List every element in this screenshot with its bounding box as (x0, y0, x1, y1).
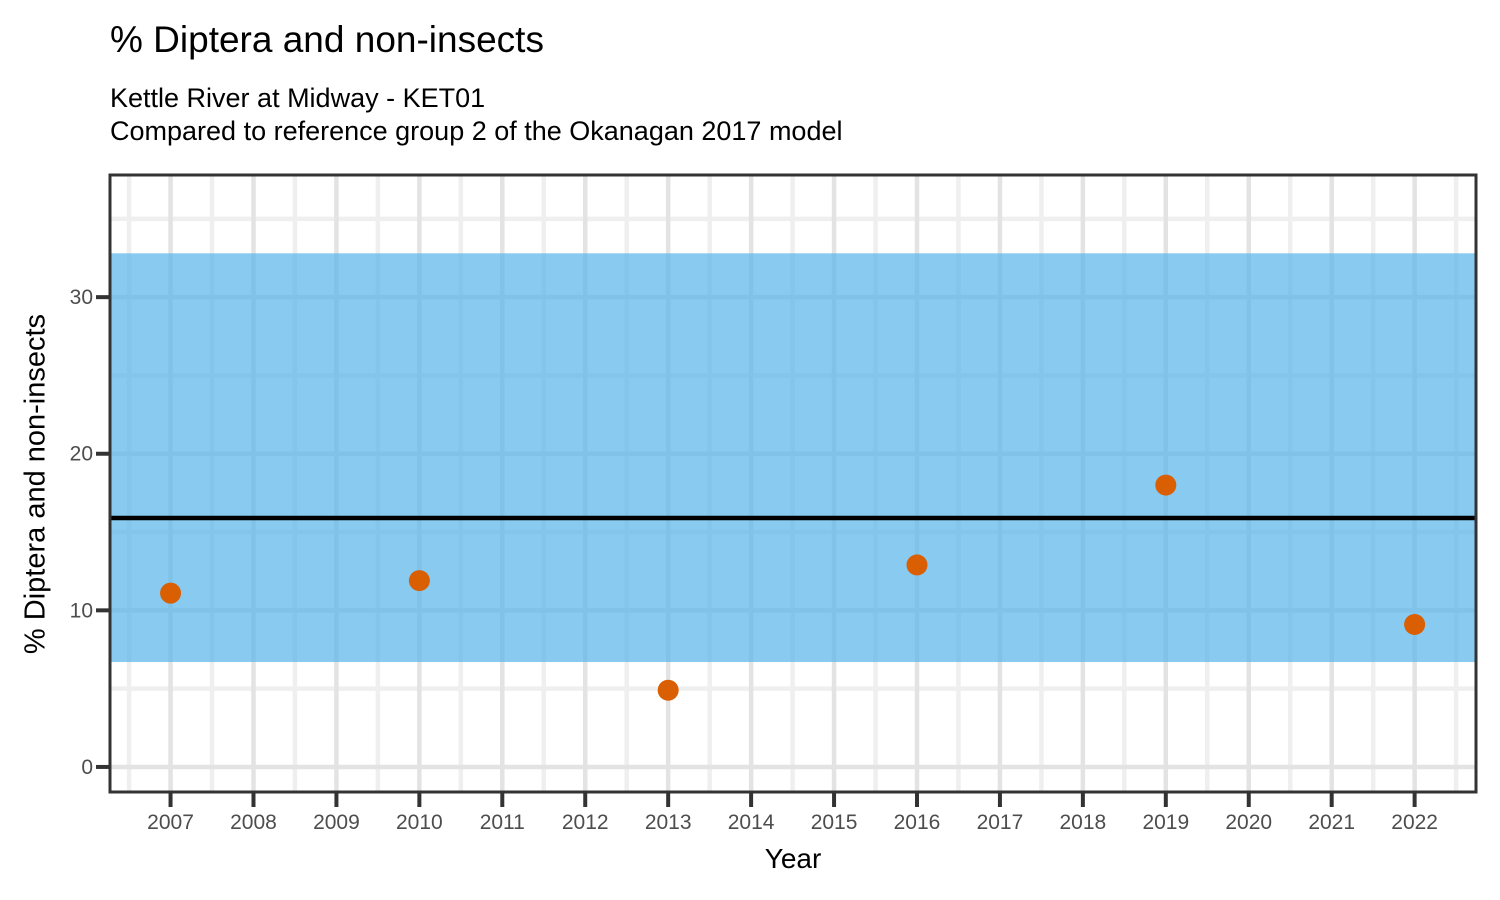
x-tick-label-2007: 2007 (147, 811, 194, 834)
x-tick-label-2021: 2021 (1308, 811, 1355, 834)
x-tick-label-2022: 2022 (1391, 811, 1438, 834)
x-tick-label-2014: 2014 (728, 811, 775, 834)
y-tick-label-30: 30 (70, 286, 93, 309)
y-tick-label-10: 10 (70, 599, 93, 622)
panel-border (108, 173, 1478, 794)
data-point-2007 (160, 582, 182, 604)
x-tick-label-2008: 2008 (230, 811, 277, 834)
x-tick-label-2018: 2018 (1060, 811, 1107, 834)
reference-band (110, 253, 1476, 663)
x-tick-label-2012: 2012 (562, 811, 609, 834)
x-tick-label-2019: 2019 (1142, 811, 1189, 834)
x-tick-label-2020: 2020 (1225, 811, 1272, 834)
x-tick-label-2009: 2009 (313, 811, 360, 834)
y-tick-label-20: 20 (70, 443, 93, 466)
x-tick-label-2015: 2015 (811, 811, 858, 834)
y-tick-label-0: 0 (81, 756, 93, 779)
data-point-2016 (906, 554, 928, 576)
data-point-2022 (1404, 613, 1426, 635)
data-point-2019 (1155, 474, 1177, 496)
chart-subtitle-line1: Kettle River at Midway - KET01 (110, 83, 486, 113)
chart-subtitle-line2: Compared to reference group 2 of the Oka… (110, 116, 843, 146)
data-point-2010 (408, 570, 430, 592)
x-tick-label-2016: 2016 (894, 811, 941, 834)
x-tick-label-2013: 2013 (645, 811, 692, 834)
x-axis-title: Year (764, 843, 822, 874)
x-tick-label-2010: 2010 (396, 811, 443, 834)
data-point-2013 (657, 679, 679, 701)
x-tick-label-2017: 2017 (977, 811, 1024, 834)
chart-title: % Diptera and non-insects (110, 19, 544, 60)
x-tick-label-2011: 2011 (480, 811, 525, 834)
